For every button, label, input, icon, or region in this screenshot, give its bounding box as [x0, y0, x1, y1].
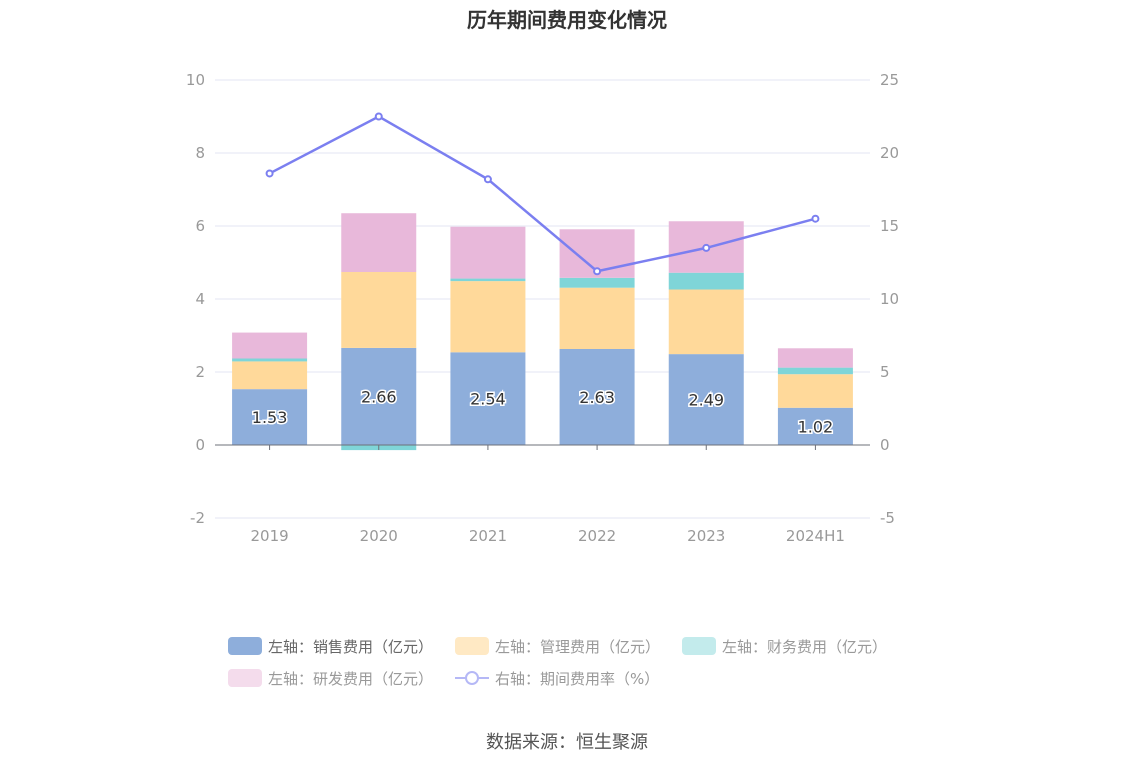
- x-tick-label: 2020: [360, 527, 398, 545]
- x-tick-label: 2022: [578, 527, 616, 545]
- y-left-tick-label: 6: [195, 217, 205, 235]
- bar-rnd: [341, 213, 417, 272]
- bar-finance: [450, 278, 526, 282]
- legend: 左轴：销售费用（亿元） 左轴：管理费用（亿元） 左轴：财务费用（亿元） 左轴：研…: [228, 630, 928, 694]
- data-label-sales: 1.02: [798, 417, 834, 436]
- bar-sales: [232, 389, 308, 445]
- y-right-tick-label: 0: [880, 436, 890, 454]
- y-right-tick-label: 20: [880, 144, 899, 162]
- y-right-tick-label: 5: [880, 363, 890, 381]
- x-tick-label: 2024H1: [786, 527, 845, 545]
- bar-sales: [450, 352, 526, 445]
- x-tick-label: 2019: [250, 527, 288, 545]
- legend-swatch-finance: [682, 637, 717, 655]
- bar-sales: [777, 407, 853, 445]
- legend-label-admin: 左轴：管理费用（亿元）: [495, 637, 661, 656]
- bar-admin: [777, 374, 853, 408]
- y-right-tick-label: 25: [880, 71, 899, 89]
- x-tick-label: 2023: [687, 527, 725, 545]
- bar-admin: [559, 287, 635, 350]
- legend-item-finance[interactable]: 左轴：财务费用（亿元）: [682, 636, 887, 657]
- data-label-sales: 2.49: [688, 391, 724, 410]
- bar-sales: [341, 347, 417, 445]
- legend-label-rnd: 左轴：研发费用（亿元）: [268, 669, 434, 688]
- legend-swatch-rnd: [228, 669, 262, 687]
- point-expense-rate: [811, 214, 820, 223]
- bar-rnd: [232, 332, 308, 359]
- legend-item-admin[interactable]: 左轴：管理费用（亿元）: [455, 636, 660, 657]
- data-label-sales: 2.66: [361, 387, 397, 406]
- data-label-sales: 2.63: [579, 388, 615, 407]
- legend-swatch-rate: [455, 671, 490, 685]
- legend-swatch-admin: [455, 637, 490, 655]
- point-expense-rate: [265, 169, 274, 178]
- line-expense-rate: [269, 115, 816, 273]
- legend-swatch-sales: [228, 637, 262, 655]
- legend-label-sales: 左轴：销售费用（亿元）: [268, 637, 434, 656]
- chart-title: 历年期间费用变化情况: [467, 8, 667, 32]
- y-left-tick-label: 10: [186, 71, 205, 89]
- y-left-tick-label: -2: [190, 509, 205, 527]
- data-source: 数据来源：恒生聚源: [486, 732, 648, 753]
- y-left-tick-label: 2: [195, 363, 205, 381]
- point-expense-rate: [374, 112, 383, 121]
- bar-admin: [341, 271, 417, 348]
- bar-rnd: [450, 226, 526, 279]
- legend-item-rnd[interactable]: 左轴：研发费用（亿元）: [228, 668, 433, 689]
- legend-label-finance: 左轴：财务费用（亿元）: [722, 637, 888, 656]
- data-label-sales: 1.53: [252, 408, 288, 427]
- y-left-tick-label: 8: [195, 144, 205, 162]
- y-right-tick-label: -5: [880, 509, 895, 527]
- bar-finance: [559, 277, 635, 288]
- y-right-tick-label: 15: [880, 217, 899, 235]
- bar-sales: [559, 349, 635, 445]
- bar-finance: [777, 367, 853, 375]
- data-label-sales: 2.54: [470, 390, 506, 409]
- legend-item-rate[interactable]: 右轴：期间费用率（%）: [455, 668, 659, 689]
- point-expense-rate: [483, 175, 492, 184]
- bar-admin: [450, 281, 526, 353]
- bar-finance: [232, 358, 308, 362]
- point-expense-rate: [702, 243, 711, 252]
- legend-item-sales[interactable]: 左轴：销售费用（亿元）: [228, 636, 433, 657]
- bar-rnd: [777, 348, 853, 368]
- bar-admin: [232, 361, 308, 390]
- bar-finance: [668, 272, 744, 290]
- y-left-tick-label: 0: [195, 436, 205, 454]
- legend-label-rate: 右轴：期间费用率（%）: [495, 669, 660, 688]
- point-expense-rate: [593, 267, 602, 276]
- y-left-tick-label: 4: [195, 290, 205, 308]
- bar-sales: [668, 354, 744, 445]
- x-tick-label: 2021: [469, 527, 507, 545]
- y-right-tick-label: 10: [880, 290, 899, 308]
- bar-admin: [668, 289, 744, 355]
